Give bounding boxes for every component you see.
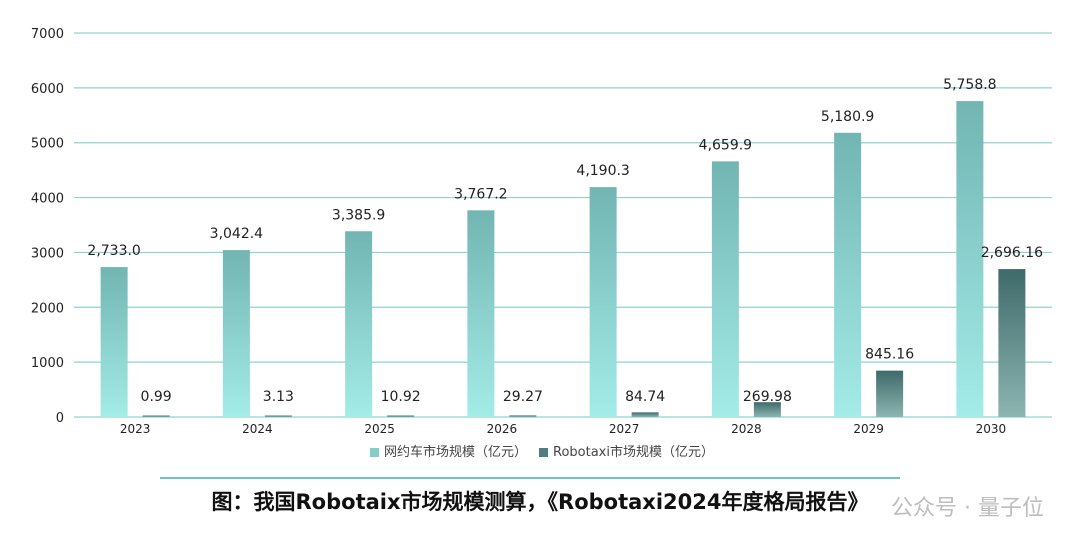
bar-series-2 (876, 370, 904, 417)
data-label: 269.98 (743, 389, 792, 405)
data-label: 3,767.2 (454, 186, 507, 202)
data-label: 4,659.9 (699, 137, 752, 153)
x-tick-label: 2023 (120, 422, 151, 436)
legend-label-series-2: Robotaxi市场规模（亿元） (553, 444, 714, 460)
data-label: 2,733.0 (87, 243, 140, 259)
data-label: 3,042.4 (210, 226, 264, 242)
bar-series-2 (753, 402, 781, 417)
data-label: 3,385.9 (332, 207, 385, 223)
y-tick-label: 7000 (31, 27, 64, 42)
bar-series-1 (467, 210, 495, 417)
bar-series-2 (264, 415, 292, 417)
bar-series-1 (589, 187, 617, 417)
data-labels: 2,733.0 0.99 3,042.4 3.13 3,385.9 10.92 3,767.… (87, 77, 1043, 405)
x-tick-label: 2026 (487, 422, 518, 436)
data-label: 5,180.9 (821, 109, 874, 125)
bar-series-2 (509, 415, 537, 417)
data-label: 0.99 (141, 389, 172, 405)
bar-series-2 (998, 269, 1026, 417)
bar-series-2 (387, 415, 415, 417)
x-axis-ticks: 2023 2024 2025 2026 2027 2028 2029 2030 (120, 422, 1006, 436)
bar-series-2 (631, 412, 659, 417)
legend: 网约车市场规模（亿元） Robotaxi市场规模（亿元） (370, 444, 714, 460)
y-tick-label: 2000 (31, 301, 64, 316)
legend-label-series-1: 网约车市场规模（亿元） (384, 444, 527, 460)
x-tick-label: 2025 (364, 422, 395, 436)
x-tick-label: 2028 (731, 422, 762, 436)
data-label: 4,190.3 (576, 163, 629, 179)
watermark: 公众号 · 量子位 (891, 496, 1044, 521)
data-label: 2,696.16 (981, 245, 1043, 261)
y-tick-label: 1000 (31, 356, 64, 371)
bars (100, 101, 1026, 417)
data-label: 5,758.8 (943, 77, 996, 93)
data-label: 3.13 (263, 389, 294, 405)
bar-series-1 (956, 101, 984, 417)
legend-swatch-series-2 (539, 448, 549, 457)
bar-series-1 (834, 132, 862, 417)
bar-series-2 (142, 415, 170, 417)
legend-swatch-series-1 (370, 448, 379, 457)
bar-series-1 (222, 250, 250, 417)
y-axis-ticks: 0 1000 2000 3000 4000 5000 6000 7000 (31, 27, 64, 426)
bar-series-1 (711, 161, 739, 417)
bar-series-1 (100, 267, 128, 417)
y-tick-label: 6000 (31, 82, 64, 97)
x-tick-label: 2030 (976, 422, 1007, 436)
y-tick-label: 5000 (31, 137, 64, 152)
bar-series-1 (345, 231, 373, 417)
data-label: 84.74 (625, 389, 665, 405)
chart: 0 1000 2000 3000 4000 5000 6000 7000 2,733.0 0.9… (31, 27, 1052, 460)
x-tick-label: 2029 (853, 422, 884, 436)
y-tick-label: 0 (56, 411, 64, 426)
data-label: 845.16 (865, 347, 914, 363)
x-tick-label: 2027 (609, 422, 640, 436)
data-label: 10.92 (381, 389, 421, 405)
figure-caption: 图：我国Robotaix市场规模测算，《Robotaxi2024年度格局报告》 (211, 490, 869, 514)
y-tick-label: 4000 (31, 192, 64, 207)
caption-separator (160, 477, 900, 479)
x-tick-label: 2024 (242, 422, 273, 436)
y-tick-label: 3000 (31, 246, 64, 261)
data-label: 29.27 (503, 389, 543, 405)
